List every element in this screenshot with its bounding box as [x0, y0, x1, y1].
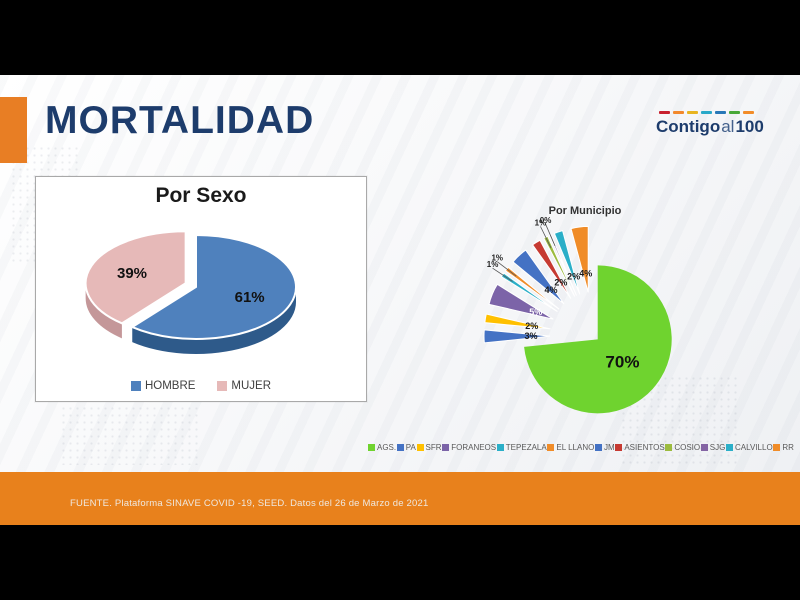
logo-word-al: al [721, 117, 735, 136]
legend-item: SJG [700, 443, 726, 452]
legend-item: AGS. [368, 443, 396, 452]
legend-label: PA [405, 443, 416, 452]
legend-label: SJG [709, 443, 726, 452]
svg-text:1%: 1% [491, 254, 503, 263]
logo-dash-icon [729, 111, 740, 114]
legend-swatch-icon [700, 444, 708, 451]
svg-text:70%: 70% [605, 353, 639, 372]
legend-item: COSIO [665, 443, 700, 452]
logo-dash-icon [659, 111, 670, 114]
por-municipio-legend: AGS. PA SFR FORANEOS TEPEZALA EL LLANO JM ASIEN… [368, 443, 794, 452]
logo-dashes-icon [659, 111, 776, 114]
background-texture [60, 405, 200, 465]
svg-text:5%: 5% [529, 307, 542, 317]
legend-label: ASIENTOS [624, 443, 665, 452]
svg-text:4%: 4% [545, 285, 558, 295]
svg-text:1%: 1% [535, 218, 547, 227]
svg-text:3%: 3% [524, 331, 537, 341]
legend-item: CALVILLO [726, 443, 773, 452]
logo-word-100: 100 [735, 117, 764, 136]
legend-label: SFR [425, 443, 442, 452]
legend-label: CALVILLO [735, 443, 773, 452]
logo-dash-icon [743, 111, 754, 114]
contigo-al-100-logo: Contigoal100 [656, 111, 776, 137]
legend-swatch-icon [217, 381, 228, 391]
legend-item: PA [396, 443, 416, 452]
source-footer-band: FUENTE. Plataforma SINAVE COVID -19, SEE… [0, 472, 800, 525]
legend-item: HOMBRE [130, 380, 196, 392]
legend-label: RR [782, 443, 794, 452]
legend-label: TEPEZALA [505, 443, 547, 452]
svg-text:2%: 2% [525, 321, 538, 331]
legend-swatch-icon [496, 444, 504, 451]
por-municipio-pie-chart: 70%3%2%5%1%1%4%2%1%0%2% 4% [483, 216, 672, 414]
svg-text:2%: 2% [567, 271, 580, 281]
legend-swatch-icon [416, 444, 424, 451]
por-municipio-title: Por Municipio [548, 205, 622, 217]
svg-text:2%: 2% [554, 277, 567, 287]
source-text: FUENTE. Plataforma SINAVE COVID -19, SEE… [70, 498, 429, 509]
legend-item: RR [773, 443, 794, 452]
slide: MORTALIDAD Contigoal100 Por Sexo 61% 39% … [0, 75, 800, 525]
logo-dash-icon [673, 111, 684, 114]
svg-text:61%: 61% [235, 289, 265, 306]
legend-swatch-icon [595, 444, 602, 451]
legend-swatch-icon [665, 444, 673, 451]
legend-swatch-icon [726, 444, 734, 451]
legend-item: JM [595, 443, 615, 452]
legend-label: COSIO [674, 443, 701, 452]
legend-item: EL LLANO [547, 443, 594, 452]
legend-label: MUJER [231, 380, 272, 392]
legend-label: EL LLANO [556, 443, 595, 452]
logo-word-contigo: Contigo [656, 117, 721, 136]
legend-swatch-icon [396, 444, 404, 451]
legend-item: TEPEZALA [496, 443, 547, 452]
legend-swatch-icon [442, 444, 450, 451]
legend-swatch-icon [368, 444, 375, 451]
por-sexo-pie-chart: 61% 39% [84, 230, 297, 354]
legend-item: ASIENTOS [615, 443, 665, 452]
title-accent-bar [0, 97, 27, 163]
svg-text:4%: 4% [579, 269, 592, 279]
legend-label: HOMBRE [144, 380, 196, 392]
svg-text:0%: 0% [540, 216, 552, 225]
logo-dash-icon [701, 111, 712, 114]
logo-text: Contigoal100 [656, 117, 776, 137]
legend-item: FORANEOS [442, 443, 496, 452]
legend-swatch-icon [130, 381, 141, 391]
legend-item: SFR [416, 443, 442, 452]
svg-text:39%: 39% [117, 265, 147, 282]
legend-label: AGS. [377, 443, 397, 452]
por-sexo-chart-panel: Por Sexo 61% 39% HOMBRE MUJER [35, 176, 367, 402]
por-sexo-legend: HOMBRE MUJER [36, 380, 366, 392]
svg-text:1%: 1% [487, 260, 499, 269]
legend-swatch-icon [773, 444, 781, 451]
por-municipio-chart-panel: 70% 3% 2% 5% 1% 1% 4% 2% 1% 0% 2% 4% Por Municipio [440, 205, 800, 455]
logo-dash-icon [715, 111, 726, 114]
por-sexo-title: Por Sexo [155, 184, 247, 207]
legend-label: FORANEOS [451, 443, 497, 452]
legend-swatch-icon [547, 444, 555, 451]
legend-label: JM [604, 443, 615, 452]
logo-dash-icon [687, 111, 698, 114]
legend-item: MUJER [217, 380, 271, 392]
legend-swatch-icon [615, 444, 623, 451]
page-title: MORTALIDAD [45, 99, 315, 142]
